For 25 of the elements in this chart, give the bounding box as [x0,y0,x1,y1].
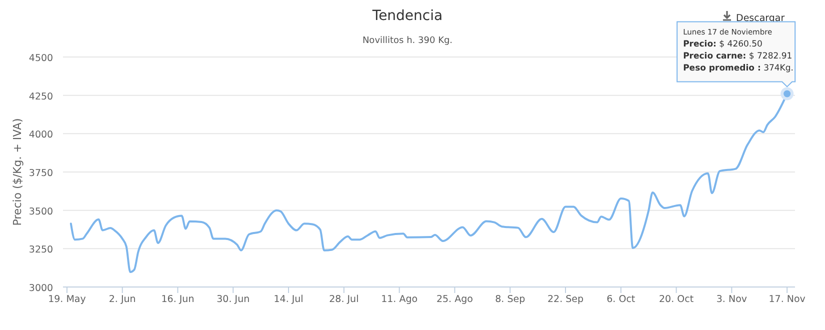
x-tick-label: 20. Oct [659,294,694,305]
x-tick-label: 22. Sep [547,294,584,305]
x-tick-label: 6. Oct [606,294,636,305]
text: Descargar [736,13,785,24]
x-tick-label: 17. Nov [768,294,806,305]
y-tick-label: 3500 [28,206,54,218]
x-tick-label: 30. Jun [216,294,250,305]
x-tick-label: 3. Nov [716,294,748,305]
chart-title: Tendencia [371,8,443,24]
y-tick-label: 3750 [28,168,54,179]
x-tick-label: 2. Jun [108,294,136,305]
x-tick-label: 14. Jul [274,294,304,305]
y-tick-label: 3250 [28,244,54,256]
y-tick-label: 4000 [28,130,54,141]
x-tick-label: 19. May [48,294,86,305]
x-tick-label: 8. Sep [495,294,526,305]
y-axis-title: Precio ($/Kg. + IVA) [11,118,24,226]
y-tick-label: 4250 [28,91,54,102]
x-tick-label: 16. Jun [161,294,194,305]
y-tick-label: 3000 [28,283,54,294]
y-tick-label: 4500 [28,53,54,64]
x-tick-label: 28. Jul [329,294,359,305]
x-tick-label: 25. Ago [436,294,474,305]
x-tick-label: 11. Ago [381,294,418,305]
chart-subtitle: Novillitos h. 390 Kg. [362,36,453,46]
